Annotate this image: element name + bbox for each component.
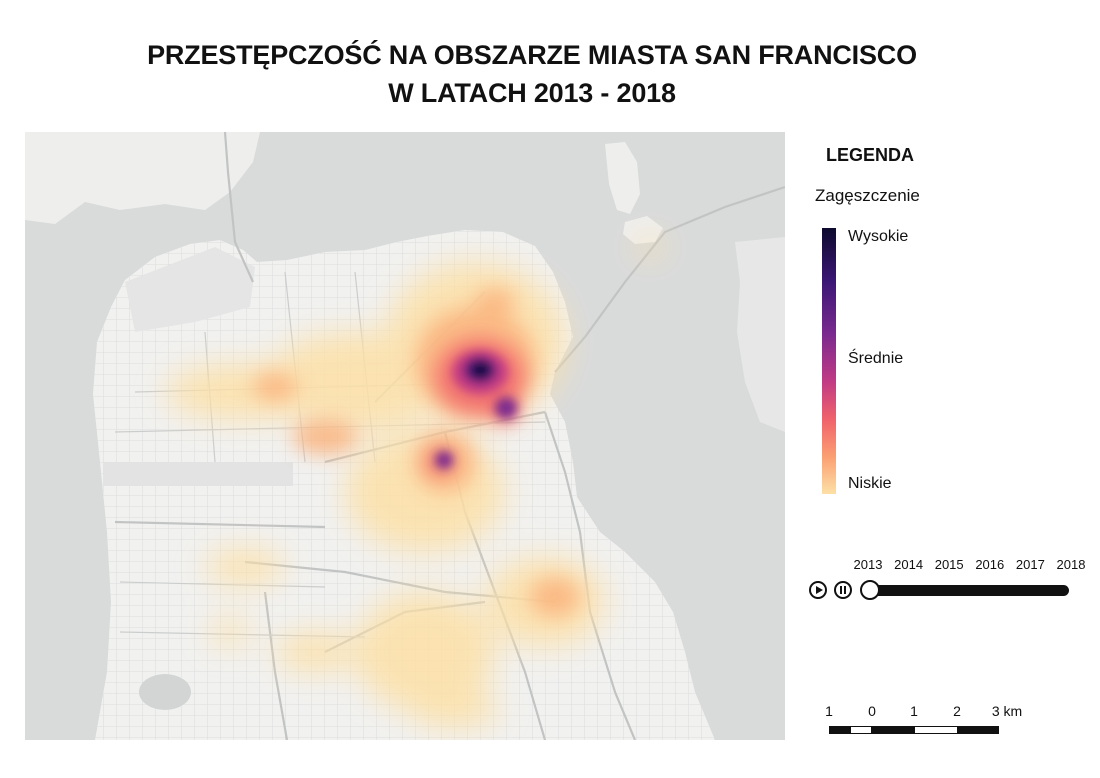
heat-zone: [165, 364, 325, 420]
marin-landmass: [25, 132, 260, 224]
heat-zone: [495, 397, 517, 419]
legend-subtitle: Zagęszczenie: [815, 186, 920, 205]
heat-zone: [210, 618, 250, 646]
scale-bar-labels: 1 0 1 2 3 km: [820, 703, 1040, 723]
year-label[interactable]: 2015: [934, 557, 964, 572]
legend-title: LEGENDA: [826, 145, 915, 165]
title-line-2: W LATACH 2013 - 2018: [388, 78, 676, 108]
timeline-slider-thumb[interactable]: [860, 580, 880, 600]
presidio-park: [125, 247, 255, 332]
heat-zone: [253, 373, 297, 401]
year-label[interactable]: 2014: [894, 557, 924, 572]
heat-zone: [530, 577, 580, 617]
year-label[interactable]: 2018: [1056, 557, 1086, 572]
scale-label: 3 km: [991, 703, 1023, 719]
map-view[interactable]: [25, 132, 785, 740]
density-color-ramp: [822, 228, 836, 494]
heat-zone: [435, 451, 453, 469]
heat-zone: [475, 288, 515, 316]
golden-gate-park: [103, 462, 293, 486]
east-bay-landmass: [735, 237, 785, 432]
play-icon[interactable]: [809, 581, 827, 599]
heat-zone: [355, 592, 495, 712]
yerba-buena-island: [623, 216, 663, 244]
legend-label-high: Wysokie: [848, 228, 909, 245]
map-canvas: [25, 132, 785, 740]
heat-zone: [473, 363, 489, 377]
heat-zone: [410, 692, 500, 728]
timeline-years: 2013 2014 2015 2016 2017 2018: [852, 557, 1087, 572]
heat-zone: [205, 549, 285, 585]
scale-label: 2: [953, 703, 961, 719]
scale-label: 0: [868, 703, 876, 719]
heat-zone: [275, 632, 355, 672]
year-label[interactable]: 2013: [853, 557, 883, 572]
year-label[interactable]: 2017: [1015, 557, 1045, 572]
map-title: PRZESTĘPCZOŚĆ NA OBSZARZE MIASTA SAN FRA…: [0, 36, 1064, 112]
scale-label: 1: [910, 703, 918, 719]
scale-bar: [829, 726, 999, 734]
timeline-slider-track[interactable]: [866, 585, 1069, 596]
heat-zone: [636, 237, 664, 257]
lake-merced: [139, 674, 191, 710]
pause-icon[interactable]: [834, 581, 852, 599]
legend-label-low: Niskie: [848, 475, 892, 492]
scale-label: 1: [825, 703, 833, 719]
treasure-island: [605, 142, 640, 214]
legend-label-mid: Średnie: [848, 350, 904, 367]
title-line-1: PRZESTĘPCZOŚĆ NA OBSZARZE MIASTA SAN FRA…: [147, 40, 917, 70]
heat-zone: [293, 419, 357, 455]
year-label[interactable]: 2016: [975, 557, 1005, 572]
